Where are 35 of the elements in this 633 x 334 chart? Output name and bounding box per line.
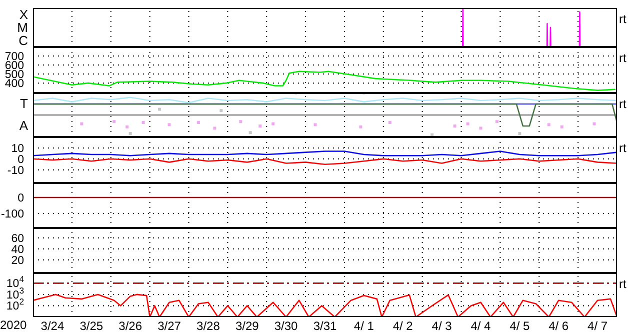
x-tick-label: 4/ 2: [392, 319, 414, 333]
text: T: [20, 96, 28, 112]
x-tick-label: 3/29: [235, 319, 260, 333]
text: rt: [619, 97, 626, 111]
y-tick-label: -100: [0, 208, 24, 221]
text: C: [18, 32, 28, 48]
x-tick-label: 4/ 6: [548, 319, 569, 333]
x-tick-label: 3/24: [40, 319, 64, 333]
x-tick-label: 4/ 4: [470, 319, 492, 333]
text: A: [19, 118, 28, 134]
text: X: [19, 6, 28, 22]
x-tick-label: 4/ 3: [432, 319, 452, 333]
x-tick-label: 3/26: [118, 319, 142, 333]
text: M: [17, 20, 28, 36]
y-tick-label: 40: [11, 244, 24, 256]
x-tick-label: 3/31: [313, 319, 337, 333]
y-tick-label: 20: [11, 254, 24, 267]
x-tick-label: 4/ 1: [354, 319, 374, 333]
y-tick-label: 60: [11, 232, 24, 245]
x-tick-label: 4/ 7: [588, 319, 608, 333]
y-tick-label: 0: [18, 192, 24, 204]
text: rt: [619, 277, 626, 291]
x-tick-label: 3/27: [158, 319, 182, 333]
text: rt: [619, 51, 626, 65]
y-tick-label: 400: [4, 78, 24, 90]
y-tick-label: 10: [11, 142, 24, 155]
y-tick-label: 0: [18, 154, 24, 166]
text: rt: [619, 141, 626, 155]
x-tick-label: 3/25: [80, 319, 104, 333]
y-tick-label: -10: [7, 164, 24, 177]
x-tick-label: 4/ 5: [510, 319, 530, 333]
text: rt: [619, 12, 626, 26]
x-axis-title: 2020: [0, 318, 27, 332]
x-tick-label: 3/30: [274, 319, 298, 333]
x-tick-label: 3/28: [196, 319, 220, 333]
